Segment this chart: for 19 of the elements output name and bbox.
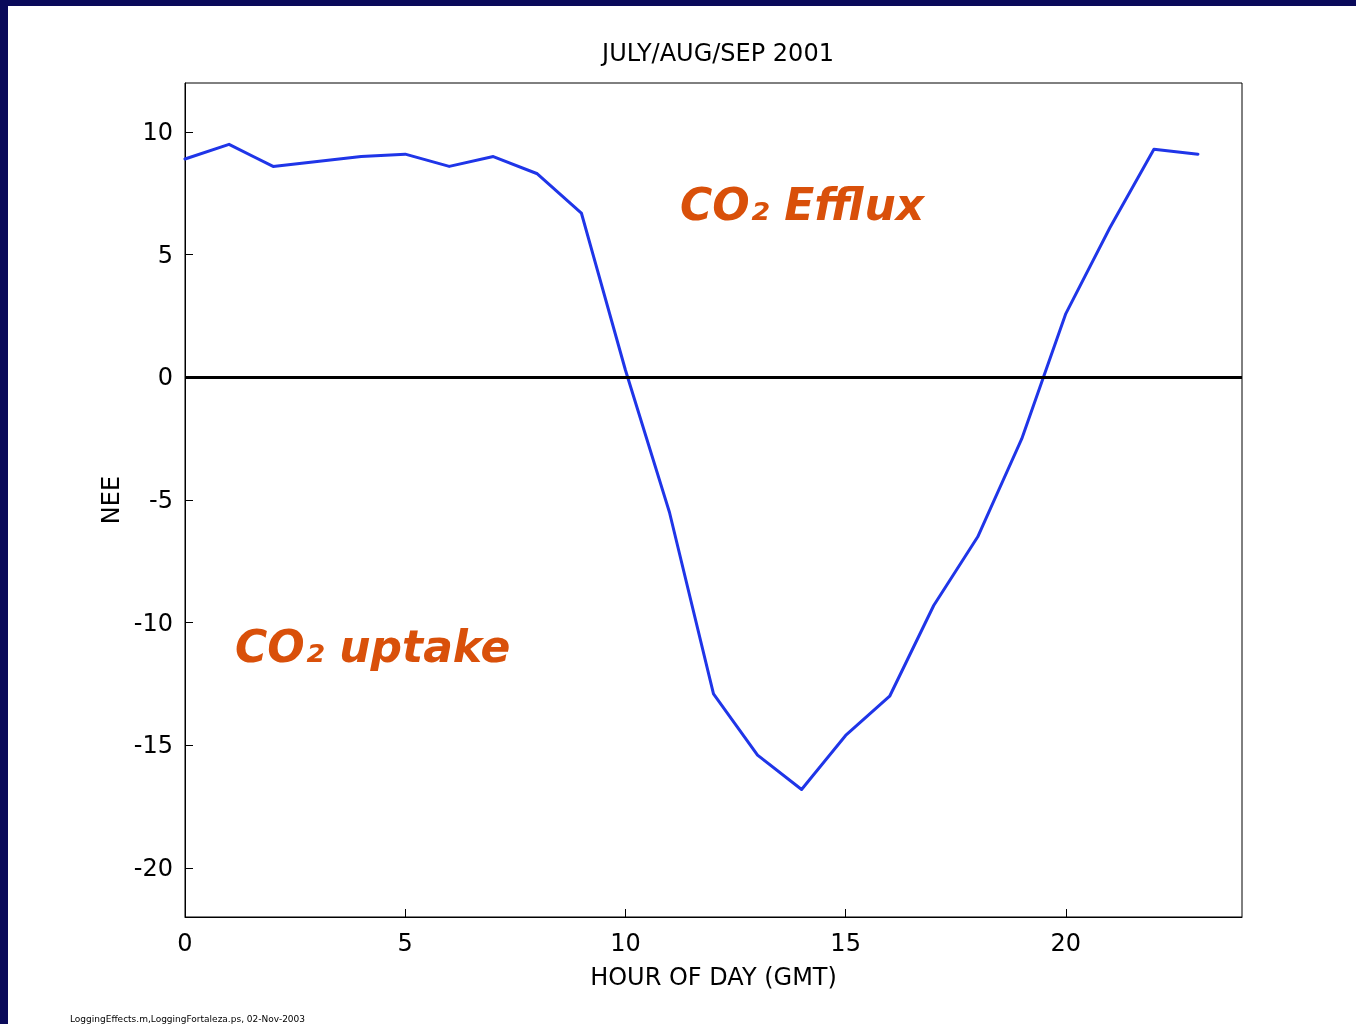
- y-tick-label: -15: [133, 731, 173, 760]
- x-tick-label: 10: [610, 929, 641, 957]
- annotation: CO₂ uptake: [235, 620, 511, 672]
- x-tick-label: 5: [397, 929, 413, 957]
- x-tick-label: 0: [177, 929, 193, 957]
- text: LoggingEffects.m,LoggingFortaleza.ps, 02-Nov-2003: [70, 1013, 306, 1024]
- y-tick-label: -5: [149, 486, 173, 514]
- line-series: [183, 142, 1200, 791]
- annotation: CO₂ Efflux: [680, 178, 926, 230]
- chart-title: JULY/AUG/SEP 2001: [600, 39, 834, 67]
- y-tick-label: 5: [157, 240, 173, 269]
- y-tick-label: -20: [133, 853, 173, 882]
- x-tick-label: 20: [1050, 929, 1082, 957]
- y-tick-label: -10: [133, 608, 173, 637]
- x-axis-title: HOUR OF DAY (GMT): [590, 963, 837, 991]
- y-axis-title: NEE: [96, 475, 125, 525]
- x-tick-label: 15: [830, 929, 861, 957]
- y-tick-label: 10: [142, 118, 173, 147]
- y-tick-label: 0: [157, 363, 173, 392]
